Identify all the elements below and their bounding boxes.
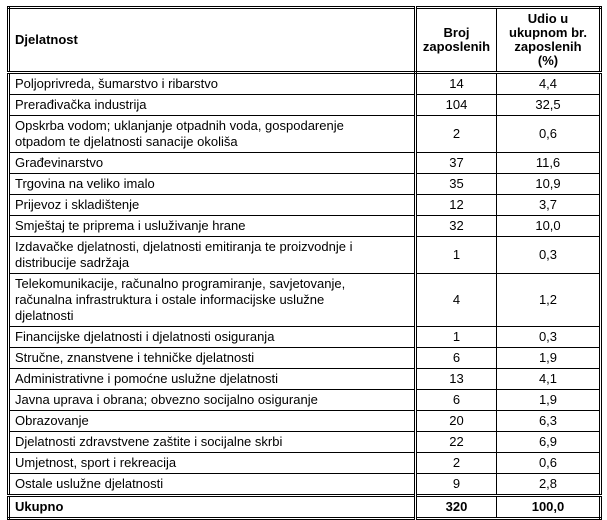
employee-share: 1,9 — [496, 389, 601, 411]
employee-share: 4,1 — [496, 368, 601, 390]
table-row: Umjetnost, sport i rekreacija 2 0,6 — [8, 452, 601, 474]
activity-label: Javna uprava i obrana; obvezno socijalno… — [8, 389, 417, 411]
table-row: Administrativne i pomoćne uslužne djelat… — [8, 368, 601, 390]
employee-share: 11,6 — [496, 152, 601, 174]
activity-label: Umjetnost, sport i rekreacija — [8, 452, 417, 474]
employee-count: 20 — [415, 410, 497, 432]
table-row: Telekomunikacije, računalno programiranj… — [8, 273, 601, 327]
header-employee-share: Udio u ukupnom br. zaposlenih (%) — [496, 7, 601, 74]
table-row: Djelatnosti zdravstvene zaštite i socija… — [8, 431, 601, 453]
total-employee-share: 100,0 — [496, 494, 601, 519]
employee-count: 22 — [415, 431, 497, 453]
employee-count: 2 — [415, 115, 497, 153]
table-row: Poljoprivreda, šumarstvo i ribarstvo 14 … — [8, 72, 601, 95]
employee-count: 6 — [415, 389, 497, 411]
employee-count: 9 — [415, 473, 497, 496]
activity-label: Telekomunikacije, računalno programiranj… — [8, 273, 417, 327]
table-row: Ostale uslužne djelatnosti 9 2,8 — [8, 473, 601, 496]
employee-share: 0,3 — [496, 236, 601, 274]
table-row: Stručne, znanstvene i tehničke djelatnos… — [8, 347, 601, 369]
table-row: Javna uprava i obrana; obvezno socijalno… — [8, 389, 601, 411]
document-page: Djelatnost Broj zaposlenih Udio u ukupno… — [7, 6, 602, 520]
employment-by-activity-table: Djelatnost Broj zaposlenih Udio u ukupno… — [7, 6, 602, 520]
employee-count: 35 — [415, 173, 497, 195]
employee-share: 10,9 — [496, 173, 601, 195]
employee-share: 1,9 — [496, 347, 601, 369]
employee-count: 13 — [415, 368, 497, 390]
activity-label: Prijevoz i skladištenje — [8, 194, 417, 216]
activity-label: Prerađivačka industrija — [8, 94, 417, 116]
header-activity: Djelatnost — [8, 7, 417, 74]
employee-count: 2 — [415, 452, 497, 474]
employee-count: 32 — [415, 215, 497, 237]
table-row: Opskrba vodom; uklanjanje otpadnih voda,… — [8, 115, 601, 153]
table-row: Smještaj te priprema i usluživanje hrane… — [8, 215, 601, 237]
table-row: Građevinarstvo 37 11,6 — [8, 152, 601, 174]
activity-label: Administrativne i pomoćne uslužne djelat… — [8, 368, 417, 390]
activity-label: Poljoprivreda, šumarstvo i ribarstvo — [8, 72, 417, 95]
activity-label: Stručne, znanstvene i tehničke djelatnos… — [8, 347, 417, 369]
employee-share: 3,7 — [496, 194, 601, 216]
activity-label: Financijske djelatnosti i djelatnosti os… — [8, 326, 417, 348]
employee-count: 4 — [415, 273, 497, 327]
activity-label: Obrazovanje — [8, 410, 417, 432]
employee-count: 1 — [415, 236, 497, 274]
activity-label: Građevinarstvo — [8, 152, 417, 174]
activity-label: Trgovina na veliko imalo — [8, 173, 417, 195]
employee-share: 0,6 — [496, 115, 601, 153]
employee-count: 104 — [415, 94, 497, 116]
employee-count: 14 — [415, 72, 497, 95]
total-label: Ukupno — [8, 494, 417, 519]
activity-label: Djelatnosti zdravstvene zaštite i socija… — [8, 431, 417, 453]
employee-share: 10,0 — [496, 215, 601, 237]
total-employee-count: 320 — [415, 494, 497, 519]
employee-count: 37 — [415, 152, 497, 174]
employee-count: 12 — [415, 194, 497, 216]
employee-share: 0,3 — [496, 326, 601, 348]
employee-count: 6 — [415, 347, 497, 369]
activity-label: Opskrba vodom; uklanjanje otpadnih voda,… — [8, 115, 417, 153]
table-row: Trgovina na veliko imalo 35 10,9 — [8, 173, 601, 195]
header-row: Djelatnost Broj zaposlenih Udio u ukupno… — [8, 7, 601, 74]
employee-share: 0,6 — [496, 452, 601, 474]
table-body: Poljoprivreda, šumarstvo i ribarstvo 14 … — [8, 72, 601, 496]
employee-share: 6,9 — [496, 431, 601, 453]
table-row: Prerađivačka industrija 104 32,5 — [8, 94, 601, 116]
table-row: Obrazovanje 20 6,3 — [8, 410, 601, 432]
table-row: Izdavačke djelatnosti, djelatnosti emiti… — [8, 236, 601, 274]
table-row: Prijevoz i skladištenje 12 3,7 — [8, 194, 601, 216]
employee-share: 6,3 — [496, 410, 601, 432]
employee-share: 2,8 — [496, 473, 601, 496]
employee-share: 4,4 — [496, 72, 601, 95]
employee-share: 1,2 — [496, 273, 601, 327]
employee-count: 1 — [415, 326, 497, 348]
header-employee-count: Broj zaposlenih — [415, 7, 497, 74]
total-row: Ukupno 320 100,0 — [8, 494, 601, 519]
activity-label: Izdavačke djelatnosti, djelatnosti emiti… — [8, 236, 417, 274]
activity-label: Smještaj te priprema i usluživanje hrane — [8, 215, 417, 237]
table-row: Financijske djelatnosti i djelatnosti os… — [8, 326, 601, 348]
activity-label: Ostale uslužne djelatnosti — [8, 473, 417, 496]
employee-share: 32,5 — [496, 94, 601, 116]
